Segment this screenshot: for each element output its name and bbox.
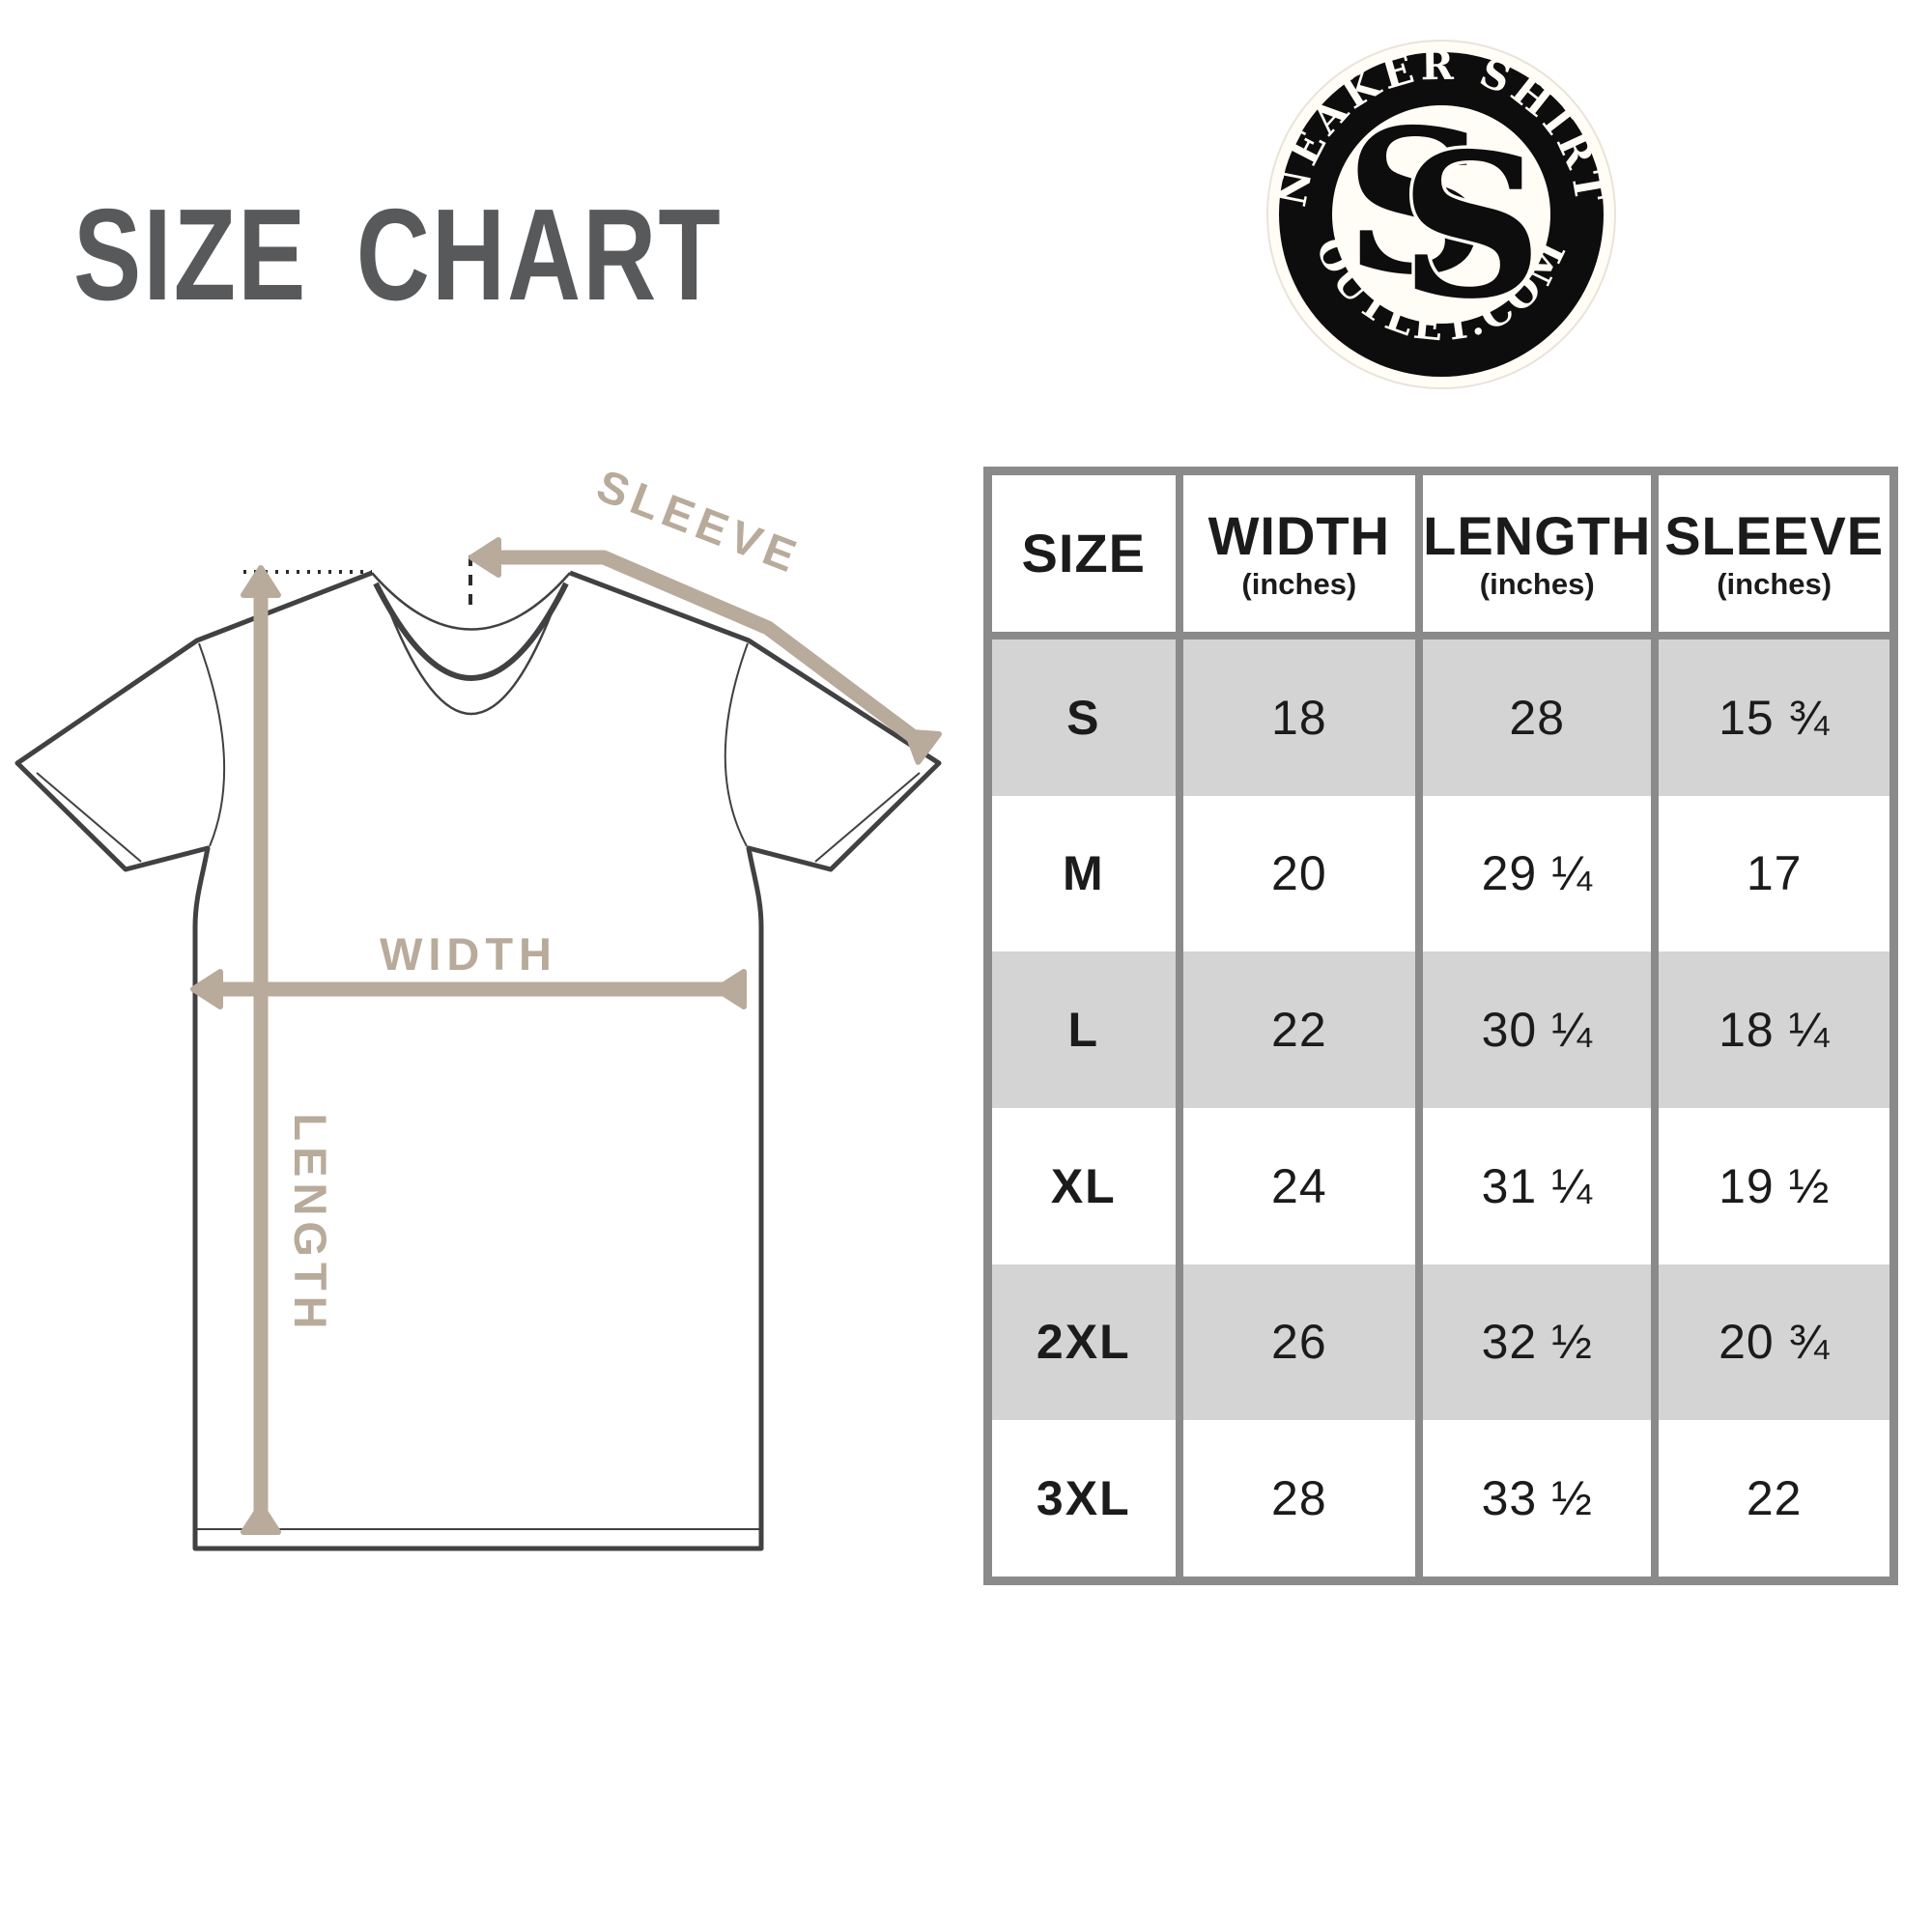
header-label: SLEEVE [1664,504,1885,566]
table-cell-length: 30 ¼ [1423,952,1652,1108]
length-value: 33 ½ [1481,1471,1593,1526]
header-cell-sleeve: SLEEVE (inches) [1659,475,1889,639]
table-cell-sleeve: 18 ¼ [1659,952,1889,1108]
header-label: WIDTH [1208,504,1391,566]
size-value: M [1062,846,1105,901]
width-value: 28 [1271,1471,1327,1526]
sleeve-value: 18 ¼ [1719,1003,1831,1058]
sleeve-value: 22 [1746,1471,1803,1526]
header-cell-length: LENGTH (inches) [1423,475,1652,639]
length-value: 29 ¼ [1481,846,1593,901]
table-cell-width: 18 [1182,639,1416,796]
table-cell-length: 28 [1423,639,1652,796]
table-cell-sleeve: 20 ¾ [1659,1264,1889,1421]
tshirt-measurement-diagram: WIDTH LENGTH SLEEVE [14,459,942,1551]
monogram-letter: S [1400,111,1543,343]
header-cell-size: SIZE [992,475,1176,639]
table-cell-sleeve: 22 [1659,1420,1889,1577]
left-armhole-seam [198,642,226,847]
size-value: L [1067,1003,1100,1058]
header-unit: (inches) [1717,566,1833,601]
width-value: 24 [1271,1158,1327,1213]
width-value: 22 [1271,1003,1327,1058]
sleeve-arrow [469,537,942,765]
table-cell-width: 26 [1182,1264,1416,1421]
tshirt-body-outline [14,570,942,1551]
table-cell-sleeve: 19 ½ [1659,1108,1889,1264]
size-value: XL [1050,1158,1117,1213]
table-cell-size: M [992,795,1176,952]
table-cell-width: 20 [1182,795,1416,952]
tshirt-outline [17,573,939,1548]
table-cell-length: 32 ½ [1423,1264,1652,1421]
length-value: 30 ¼ [1481,1003,1593,1058]
size-table: SIZE WIDTH (inches) LENGTH (inches) SLEE… [983,467,1898,1585]
table-cell-sleeve: 17 [1659,795,1889,952]
table-cell-width: 22 [1182,952,1416,1108]
table-cell-size: 2XL [992,1264,1176,1421]
size-value: 2XL [1036,1315,1131,1370]
logo-badge-icon: SNEAKER SHIRTS OUTLET.COM S S [1264,37,1616,389]
table-cell-sleeve: 15 ¾ [1659,639,1889,796]
table-cell-size: XL [992,1108,1176,1264]
table-cell-length: 29 ¼ [1423,795,1652,952]
header-label: LENGTH [1423,504,1652,566]
width-label: WIDTH [380,928,557,980]
page-title: SIZE CHART [73,182,723,327]
table-cell-width: 24 [1182,1108,1416,1264]
table-cell-size: 3XL [992,1420,1176,1577]
table-cell-length: 31 ¼ [1423,1108,1652,1264]
table-cell-width: 28 [1182,1420,1416,1577]
sleeve-value: 20 ¾ [1719,1315,1831,1370]
width-value: 26 [1271,1315,1327,1370]
length-value: 31 ¼ [1481,1158,1593,1213]
length-value: 28 [1509,690,1566,745]
header-label: SIZE [1021,523,1147,583]
logo-ss-monogram-icon: S S [1345,87,1547,347]
brand-logo: SNEAKER SHIRTS OUTLET.COM S S [1264,37,1616,389]
monogram-letter: S [1345,87,1488,319]
header-unit: (inches) [1479,566,1595,601]
sleeve-value: 15 ¾ [1719,690,1831,745]
header-cell-width: WIDTH (inches) [1182,475,1416,639]
table-cell-length: 33 ½ [1423,1420,1652,1577]
header-unit: (inches) [1241,566,1357,601]
sleeve-value: 19 ½ [1719,1158,1831,1213]
table-cell-size: L [992,952,1176,1108]
width-value: 18 [1271,690,1327,745]
length-value: 32 ½ [1481,1315,1593,1370]
right-cuff-hem-line [814,772,921,863]
left-cuff-hem-line [36,772,142,863]
length-label: LENGTH [285,1113,336,1334]
width-value: 20 [1271,846,1327,901]
size-value: S [1066,690,1101,745]
sleeve-value: 17 [1746,846,1803,901]
table-cell-size: S [992,639,1176,796]
size-value: 3XL [1036,1471,1131,1526]
